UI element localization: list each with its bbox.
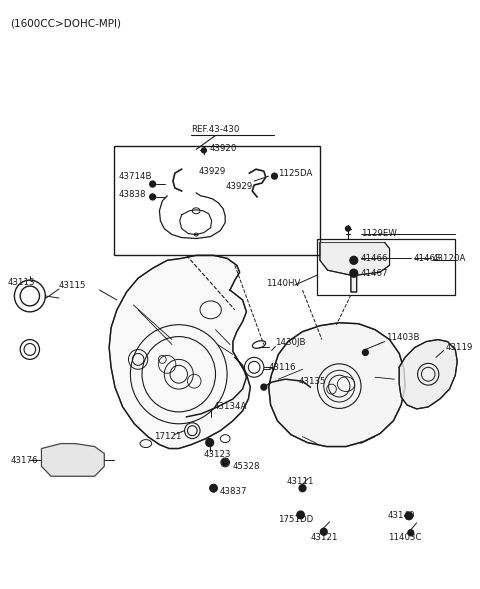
Polygon shape [320, 243, 390, 292]
Text: 1129EW: 1129EW [360, 229, 396, 238]
Text: 41466: 41466 [360, 254, 388, 263]
Text: 43115: 43115 [59, 280, 86, 290]
Text: 43120A: 43120A [433, 254, 467, 263]
Text: 41467: 41467 [360, 269, 388, 277]
Text: 43714B: 43714B [119, 171, 152, 181]
Circle shape [202, 148, 206, 153]
Text: 43116: 43116 [269, 363, 296, 372]
Circle shape [350, 256, 358, 264]
Circle shape [299, 485, 306, 492]
Circle shape [408, 530, 414, 536]
Text: 43113: 43113 [8, 277, 35, 287]
Text: 43111: 43111 [287, 477, 314, 486]
Circle shape [150, 181, 156, 187]
Text: 1140HV: 1140HV [266, 279, 300, 287]
Text: 43119: 43119 [445, 343, 473, 352]
Polygon shape [109, 256, 250, 449]
Text: 11403B: 11403B [385, 333, 419, 342]
Text: 43140: 43140 [388, 511, 415, 521]
Circle shape [206, 439, 214, 446]
Text: 1125DA: 1125DA [278, 168, 313, 178]
Text: REF.43-430: REF.43-430 [192, 125, 240, 134]
Circle shape [346, 226, 350, 231]
Circle shape [362, 349, 368, 355]
Text: 41463: 41463 [414, 254, 441, 263]
Text: 1430JB: 1430JB [276, 338, 306, 347]
Text: 43135: 43135 [299, 377, 326, 386]
Circle shape [321, 528, 327, 535]
Circle shape [406, 512, 412, 519]
Text: 43838: 43838 [119, 190, 146, 200]
Text: 45328: 45328 [233, 462, 261, 471]
Text: 43920: 43920 [210, 144, 237, 153]
Circle shape [210, 485, 217, 492]
Text: 11403C: 11403C [388, 533, 421, 542]
Text: 43837: 43837 [219, 487, 247, 495]
Circle shape [272, 173, 277, 179]
Bar [317, 239, 456, 295]
Circle shape [350, 269, 358, 277]
Text: 1751DD: 1751DD [278, 515, 313, 524]
Text: 43929: 43929 [225, 181, 252, 190]
Polygon shape [399, 340, 457, 409]
Circle shape [222, 459, 228, 466]
Text: 43123: 43123 [204, 450, 231, 459]
Circle shape [261, 384, 267, 390]
Polygon shape [41, 444, 104, 477]
Circle shape [297, 511, 304, 518]
Text: 17121: 17121 [154, 432, 181, 441]
Polygon shape [269, 323, 405, 446]
Text: (1600CC>DOHC-MPI): (1600CC>DOHC-MPI) [11, 19, 121, 29]
Text: 43121: 43121 [310, 533, 338, 542]
Text: 43134A: 43134A [214, 402, 247, 412]
Text: 43176: 43176 [11, 456, 38, 465]
Circle shape [150, 194, 156, 200]
Text: 43929: 43929 [198, 167, 225, 176]
